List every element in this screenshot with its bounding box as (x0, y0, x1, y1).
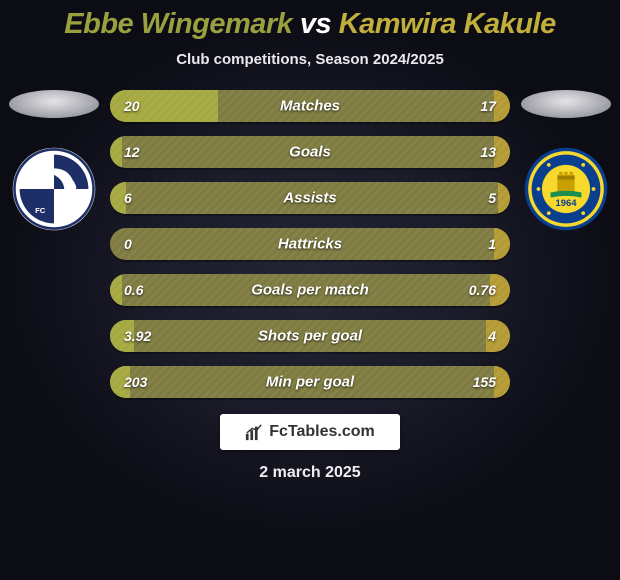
stat-right-value: 155 (473, 374, 496, 390)
player1-photo-placeholder (9, 90, 99, 118)
stat-left-value: 3.92 (124, 328, 151, 344)
stat-label: Shots per goal (258, 328, 362, 345)
brondby-if-icon: 1964 (523, 146, 609, 232)
svg-text:FC: FC (35, 206, 46, 215)
stat-bar: 12 Goals 13 (110, 136, 510, 168)
stat-label: Goals (289, 144, 331, 161)
watermark-text: FcTables.com (269, 423, 375, 441)
stat-right-value: 17 (480, 98, 496, 114)
fctables-logo-icon (245, 423, 263, 441)
watermark[interactable]: FcTables.com (220, 414, 400, 450)
stat-label: Min per goal (266, 374, 354, 391)
stat-bar-left-fill (110, 136, 122, 168)
subtitle: Club competitions, Season 2024/2025 (176, 51, 444, 68)
stat-left-value: 0 (124, 236, 132, 252)
stat-left-value: 20 (124, 98, 140, 114)
stat-label: Matches (280, 98, 340, 115)
stat-left-value: 12 (124, 144, 140, 160)
player2-name: Kamwira Kakule (339, 8, 556, 40)
date: 2 march 2025 (259, 464, 360, 482)
stat-left-value: 0.6 (124, 282, 143, 298)
stat-bar: 6 Assists 5 (110, 182, 510, 214)
player2-club-logo: 1964 (523, 146, 609, 232)
stat-bar-right-fill (498, 182, 510, 214)
player2-photo-placeholder (521, 90, 611, 118)
stat-right-value: 13 (480, 144, 496, 160)
stat-label: Goals per match (251, 282, 369, 299)
stat-bar: 203 Min per goal 155 (110, 366, 510, 398)
svg-text:1964: 1964 (555, 198, 577, 209)
stat-bar: 20 Matches 17 (110, 90, 510, 122)
stat-bars: 20 Matches 17 12 Goals 13 6 Assists 5 0 Hattricks 1… (110, 90, 510, 398)
stat-label: Assists (283, 190, 336, 207)
stat-right-value: 5 (488, 190, 496, 206)
stat-bar: 0 Hattricks 1 (110, 228, 510, 260)
stat-right-value: 4 (488, 328, 496, 344)
vs-text: vs (292, 8, 338, 40)
comparison-body: FC 20 Matches 17 12 Goals 13 6 Assists 5 0 Hattric… (0, 90, 620, 398)
stat-label: Hattricks (278, 236, 342, 253)
stat-bar-left-fill (110, 274, 122, 306)
stat-left-value: 6 (124, 190, 132, 206)
infographic-container: Ebbe Wingemark vs Kamwira Kakule Club co… (0, 0, 620, 580)
right-side: 1964 (516, 90, 616, 232)
stat-bar: 0.6 Goals per match 0.76 (110, 274, 510, 306)
left-side: FC (4, 90, 104, 232)
title: Ebbe Wingemark vs Kamwira Kakule (64, 8, 555, 41)
stat-right-value: 0.76 (469, 282, 496, 298)
stat-right-value: 1 (488, 236, 496, 252)
randers-fc-icon: FC (11, 146, 97, 232)
stat-bar: 3.92 Shots per goal 4 (110, 320, 510, 352)
stat-bar-right-fill (494, 228, 510, 260)
stat-left-value: 203 (124, 374, 147, 390)
player1-club-logo: FC (11, 146, 97, 232)
player1-name: Ebbe Wingemark (64, 8, 292, 40)
stat-bar-right-fill (494, 366, 510, 398)
